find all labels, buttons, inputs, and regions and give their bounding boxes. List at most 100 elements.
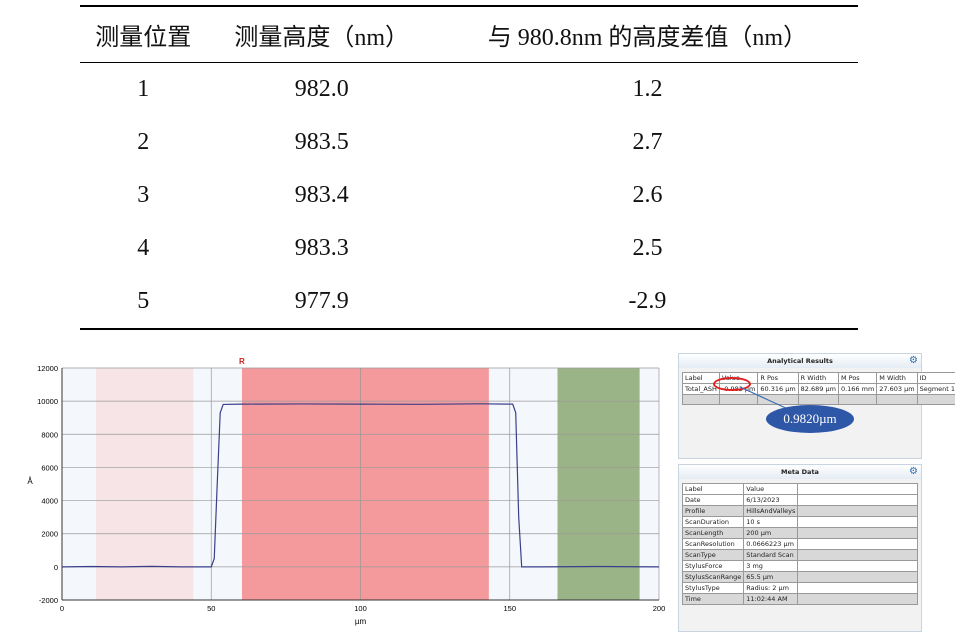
region-label: R xyxy=(239,357,245,366)
table-cell: ScanLength xyxy=(681,527,745,539)
x-tick-label: 100 xyxy=(354,604,367,613)
empty-cell xyxy=(797,593,918,605)
table-cell: StylusScanRange xyxy=(681,571,745,583)
header-row: Label Value xyxy=(681,483,918,495)
x-tick-label: 200 xyxy=(653,604,666,613)
header-row: Label Value R Pos R Width M Pos M Width ID xyxy=(682,372,955,384)
table-row: ScanDuration 10 s xyxy=(681,516,918,528)
table-cell: ScanType xyxy=(681,549,745,561)
empty-cell xyxy=(797,571,918,583)
y-tick-label: 4000 xyxy=(41,497,58,506)
height-table: 测量位置 测量高度（nm） 与 980.8nm 的高度差值（nm） 1 982.0… xyxy=(80,5,858,330)
empty-cell xyxy=(916,394,955,405)
table-cell: 200 µm xyxy=(743,527,799,539)
table-row: StylusType Radius: 2 µm xyxy=(681,582,918,594)
table-cell: ScanResolution xyxy=(681,538,745,550)
region-band xyxy=(557,368,640,600)
empty-cell xyxy=(797,538,918,550)
table-row: 2 983.5 2.7 xyxy=(80,116,858,169)
empty-cell xyxy=(797,560,918,572)
table-cell: Radius: 2 µm xyxy=(743,582,799,594)
col-position: 测量位置 xyxy=(80,5,207,63)
meta-table: Label Value Date 6/13/2023 Profile HillsAndVa… xyxy=(681,483,918,605)
table-cell: HillsAndValleys xyxy=(743,505,799,517)
empty-row xyxy=(682,394,955,405)
y-tick-label: -2000 xyxy=(39,596,58,605)
table-cell: 2.5 xyxy=(632,235,663,261)
table-cell: StylusForce xyxy=(681,560,745,572)
meta-data-panel: Meta Data ⚙ Label Value Date 6/13/2023 Profil… xyxy=(678,464,922,632)
gear-icon[interactable]: ⚙ xyxy=(909,466,918,477)
empty-cell xyxy=(797,527,918,539)
table-row: 1 982.0 1.2 xyxy=(80,63,858,117)
table-cell: 4 xyxy=(137,235,150,261)
empty-cell xyxy=(797,505,918,517)
y-tick-label: 10000 xyxy=(37,397,58,406)
col-height: 测量高度（nm） xyxy=(206,5,437,63)
region-band xyxy=(241,368,489,600)
table-cell: 982.0 xyxy=(294,76,349,102)
table-row: 5 977.9 -2.9 xyxy=(80,275,858,330)
table-row: 3 983.4 2.6 xyxy=(80,169,858,222)
table-row: StylusScanRange 65.5 µm xyxy=(681,571,918,583)
x-tick-label: 150 xyxy=(503,604,516,613)
y-tick-label: 12000 xyxy=(37,364,58,373)
empty-cell xyxy=(797,582,918,594)
highlight-circle xyxy=(713,377,751,391)
y-tick-label: 2000 xyxy=(41,530,58,539)
table-cell: 3 mg xyxy=(743,560,799,572)
table-cell: 6/13/2023 xyxy=(743,494,799,506)
table-cell: 2 xyxy=(137,129,150,155)
table-cell: 1 xyxy=(137,76,150,102)
y-tick-label: 0 xyxy=(54,563,58,572)
table-row: Profile HillsAndValleys xyxy=(681,505,918,517)
table-cell: 10 s xyxy=(743,516,799,528)
table-cell: Standard Scan xyxy=(743,549,799,561)
table-cell: ScanDuration xyxy=(681,516,745,528)
table-cell: -2.9 xyxy=(436,275,858,330)
table-cell: 11:02:44 AM xyxy=(743,593,799,605)
region-band xyxy=(96,368,194,600)
table-cell: Label xyxy=(681,483,745,495)
profile-line xyxy=(61,403,660,568)
table-row: ScanLength 200 µm xyxy=(681,527,918,539)
panel-title: Meta Data xyxy=(781,468,819,476)
panel-title: Analytical Results xyxy=(767,357,833,365)
col-diff: 与 980.8nm 的高度差值（nm） xyxy=(436,5,858,63)
table-row: Date 6/13/2023 xyxy=(681,494,918,506)
table-cell: 5 xyxy=(80,275,207,330)
table-row: 4 983.3 2.5 xyxy=(80,222,858,275)
x-tick-label: 0 xyxy=(60,604,64,613)
x-axis-label: µm xyxy=(355,617,367,626)
table-row: StylusForce 3 mg xyxy=(681,560,918,572)
empty-cell xyxy=(682,394,720,405)
table-cell: StylusType xyxy=(681,582,745,594)
table-cell: 2.6 xyxy=(632,182,663,208)
table-cell: 0.0666223 µm xyxy=(743,538,799,550)
table-cell: 983.5 xyxy=(294,129,349,155)
table-cell: Date xyxy=(681,494,745,506)
table-cell: 2.7 xyxy=(632,129,663,155)
table-cell: 1.2 xyxy=(632,76,663,102)
table-cell: 983.3 xyxy=(294,235,349,261)
empty-cell xyxy=(797,549,918,561)
table-cell: Time xyxy=(681,593,745,605)
y-axis-label: Å xyxy=(27,477,33,486)
table-cell: 65.5 µm xyxy=(743,571,799,583)
table-cell: 983.4 xyxy=(294,182,349,208)
x-tick-label: 50 xyxy=(207,604,215,613)
gear-icon[interactable]: ⚙ xyxy=(909,355,918,366)
y-tick-label: 8000 xyxy=(41,430,58,439)
callout-value: 0.9820µm xyxy=(766,405,854,433)
table-cell: 3 xyxy=(137,182,150,208)
y-tick-label: 6000 xyxy=(41,463,58,472)
empty-cell xyxy=(797,494,918,506)
empty-cell xyxy=(837,394,878,405)
table-cell: Profile xyxy=(681,505,745,517)
table-cell: 977.9 xyxy=(206,275,437,330)
table-row: Time 11:02:44 AM xyxy=(681,593,918,605)
table-row: ScanResolution 0.0666223 µm xyxy=(681,538,918,550)
table-row: ScanType Standard Scan xyxy=(681,549,918,561)
empty-cell xyxy=(797,483,918,495)
